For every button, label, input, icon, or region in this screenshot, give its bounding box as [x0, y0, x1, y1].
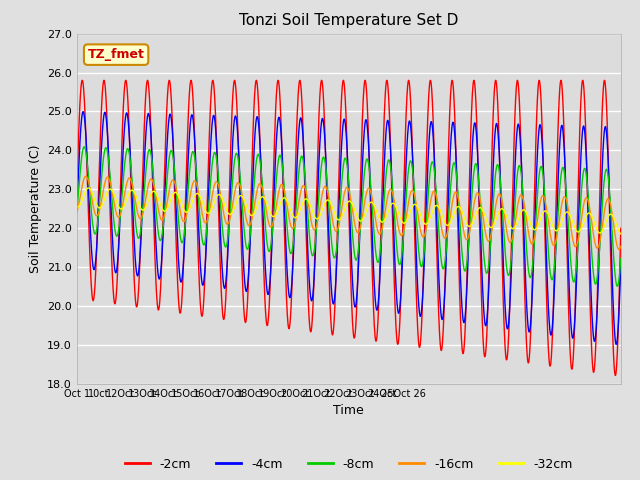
- -2cm: [115, 232, 123, 238]
- Line: -4cm: -4cm: [77, 112, 621, 345]
- -8cm: [320, 155, 328, 160]
- -2cm: [133, 304, 141, 310]
- -32cm: [73, 204, 81, 209]
- Y-axis label: Soil Temperature (C): Soil Temperature (C): [29, 144, 42, 273]
- -8cm: [148, 157, 156, 163]
- Legend: -2cm, -4cm, -8cm, -16cm, -32cm: -2cm, -4cm, -8cm, -16cm, -32cm: [120, 453, 578, 476]
- -32cm: [148, 190, 156, 195]
- -4cm: [73, 206, 81, 212]
- -4cm: [320, 124, 328, 130]
- -4cm: [79, 109, 87, 115]
- -2cm: [148, 156, 156, 162]
- -32cm: [133, 195, 141, 201]
- -8cm: [617, 256, 625, 262]
- -8cm: [88, 215, 96, 221]
- X-axis label: Time: Time: [333, 405, 364, 418]
- -16cm: [320, 185, 328, 191]
- Line: -16cm: -16cm: [77, 176, 621, 250]
- -2cm: [617, 226, 625, 231]
- -8cm: [73, 209, 81, 215]
- -2cm: [88, 292, 96, 298]
- -32cm: [115, 204, 123, 210]
- -8cm: [534, 187, 541, 193]
- -32cm: [88, 190, 96, 196]
- -4cm: [133, 271, 141, 276]
- -16cm: [73, 209, 81, 215]
- -8cm: [80, 144, 88, 150]
- Text: TZ_fmet: TZ_fmet: [88, 48, 145, 61]
- -2cm: [534, 89, 541, 95]
- -8cm: [115, 225, 123, 231]
- -4cm: [88, 254, 96, 260]
- -4cm: [534, 143, 541, 149]
- -32cm: [320, 203, 328, 208]
- -32cm: [617, 231, 625, 237]
- -32cm: [534, 223, 541, 229]
- Title: Tonzi Soil Temperature Set D: Tonzi Soil Temperature Set D: [239, 13, 458, 28]
- -16cm: [615, 247, 623, 252]
- -8cm: [133, 229, 141, 235]
- -16cm: [534, 214, 541, 220]
- -16cm: [88, 197, 96, 203]
- -16cm: [133, 205, 141, 211]
- Line: -2cm: -2cm: [77, 80, 621, 375]
- -16cm: [148, 177, 156, 182]
- -2cm: [320, 106, 328, 112]
- -2cm: [611, 372, 619, 378]
- -2cm: [79, 77, 86, 83]
- -8cm: [614, 283, 621, 289]
- -16cm: [82, 173, 90, 179]
- Line: -8cm: -8cm: [77, 147, 621, 286]
- -32cm: [84, 185, 92, 191]
- -4cm: [617, 260, 625, 266]
- -2cm: [73, 186, 81, 192]
- -4cm: [115, 238, 123, 244]
- -16cm: [115, 214, 123, 220]
- Line: -32cm: -32cm: [77, 188, 621, 234]
- -4cm: [612, 342, 620, 348]
- -16cm: [617, 243, 625, 249]
- -4cm: [148, 149, 156, 155]
